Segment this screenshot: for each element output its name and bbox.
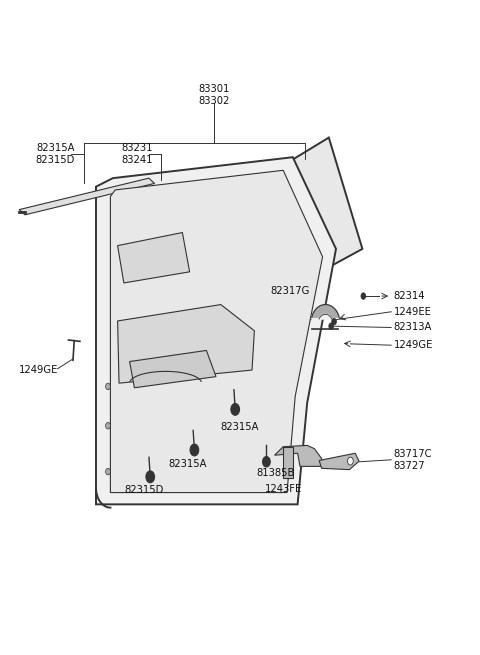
Polygon shape [319, 314, 332, 319]
Text: 1243FE: 1243FE [264, 483, 302, 494]
Circle shape [190, 444, 199, 456]
Text: 82317G: 82317G [271, 286, 310, 297]
Text: 82315A: 82315A [221, 422, 259, 432]
Polygon shape [275, 445, 322, 466]
Text: 1249EE: 1249EE [394, 307, 432, 317]
Circle shape [361, 293, 366, 299]
Text: 82313A: 82313A [394, 322, 432, 333]
Text: 1249GE: 1249GE [19, 365, 58, 375]
Polygon shape [118, 305, 254, 383]
Text: 82315D: 82315D [124, 485, 164, 495]
Circle shape [106, 422, 110, 429]
Polygon shape [96, 157, 336, 504]
Polygon shape [319, 453, 359, 470]
Circle shape [329, 323, 334, 329]
Circle shape [231, 403, 240, 415]
Text: 82315A
82315D: 82315A 82315D [36, 143, 75, 164]
Circle shape [348, 457, 353, 465]
Text: 82315A: 82315A [168, 458, 206, 469]
Polygon shape [19, 178, 155, 215]
Polygon shape [312, 305, 339, 317]
Circle shape [146, 471, 155, 483]
Text: 83717C
83727: 83717C 83727 [394, 449, 432, 470]
Text: 82314: 82314 [394, 291, 425, 301]
Text: 83301
83302: 83301 83302 [198, 84, 229, 105]
Circle shape [263, 457, 270, 467]
Polygon shape [130, 350, 216, 388]
Polygon shape [288, 138, 362, 269]
Circle shape [106, 468, 110, 475]
Text: 81385B: 81385B [257, 468, 295, 478]
Polygon shape [110, 170, 323, 493]
Polygon shape [283, 447, 293, 478]
Text: 83231
83241: 83231 83241 [121, 143, 153, 164]
Polygon shape [118, 233, 190, 283]
Circle shape [106, 383, 110, 390]
Text: 1249GE: 1249GE [394, 340, 433, 350]
Circle shape [332, 318, 336, 325]
